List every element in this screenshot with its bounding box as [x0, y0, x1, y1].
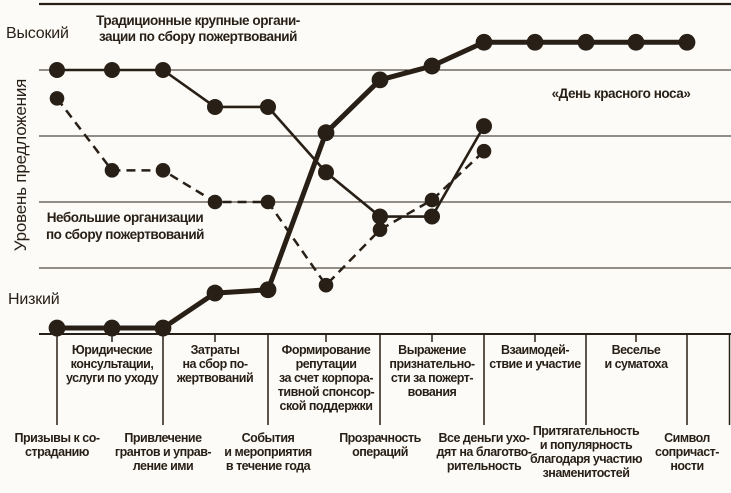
factor-label-6: Формирование репутации за счет корпора- …	[277, 343, 375, 413]
data-point	[424, 192, 440, 208]
data-point	[49, 91, 65, 106]
data-point	[577, 33, 595, 51]
data-point	[317, 124, 335, 142]
data-point	[154, 319, 172, 337]
data-point	[475, 33, 493, 51]
factor-label-12: Веселье и суматоха	[604, 343, 668, 371]
factor-label-9: Все деньги ухо- дят на благотво- рительн…	[436, 431, 532, 473]
data-point	[678, 33, 696, 51]
factor-label-13: Символ сопричаст- ности	[655, 431, 719, 473]
data-point	[627, 33, 645, 51]
data-point	[424, 208, 440, 225]
data-point	[103, 319, 121, 337]
series-line-1	[56, 97, 485, 288]
data-point	[318, 277, 334, 293]
factor-label-11: Притягательность и популярность благодар…	[529, 424, 643, 480]
series-annotation-small-orgs: Небольшие организации по сбору пожертвов…	[45, 210, 205, 242]
factor-label-7: Прозрачность операций	[339, 431, 421, 459]
y-axis-high-label: Высокий	[6, 25, 69, 42]
data-point	[207, 194, 223, 210]
data-point	[260, 98, 276, 115]
data-point	[104, 62, 120, 78]
series-line-0	[57, 68, 486, 218]
data-point	[371, 71, 389, 89]
data-point	[104, 163, 120, 178]
factor-label-1: Призывы к со- страданию	[14, 431, 100, 459]
factor-label-3: Привлечение грантов и управ- ление ими	[114, 431, 212, 473]
data-point	[48, 319, 66, 337]
data-point	[476, 118, 492, 135]
data-point	[372, 208, 388, 225]
series-annotation-red-nose-day: «День красного носа»	[551, 86, 691, 101]
data-point	[155, 163, 171, 178]
data-point	[207, 98, 223, 115]
factor-label-2: Юридические консультации, услуги по уход…	[65, 343, 159, 385]
y-axis-low-label: Низкий	[8, 291, 60, 308]
data-point	[423, 57, 441, 75]
data-point	[206, 284, 224, 302]
factor-label-8: Выражение признательно- сти за пожерт- в…	[389, 343, 475, 399]
series-annotation-traditional-large-orgs: Традиционные крупные органи- зации по сб…	[96, 13, 300, 44]
factor-label-4: Затраты на сбор по- жертвований	[176, 343, 254, 385]
data-point	[259, 281, 277, 299]
data-point	[372, 222, 388, 238]
data-point	[318, 164, 334, 181]
factor-label-10: Взаимодей- ствие и участие	[489, 343, 581, 371]
factor-label-5: События и мероприятия в течение года	[224, 431, 312, 473]
data-point	[476, 143, 492, 159]
data-point	[260, 194, 276, 210]
data-point	[526, 33, 544, 51]
data-point	[49, 62, 65, 78]
data-point	[155, 62, 171, 78]
